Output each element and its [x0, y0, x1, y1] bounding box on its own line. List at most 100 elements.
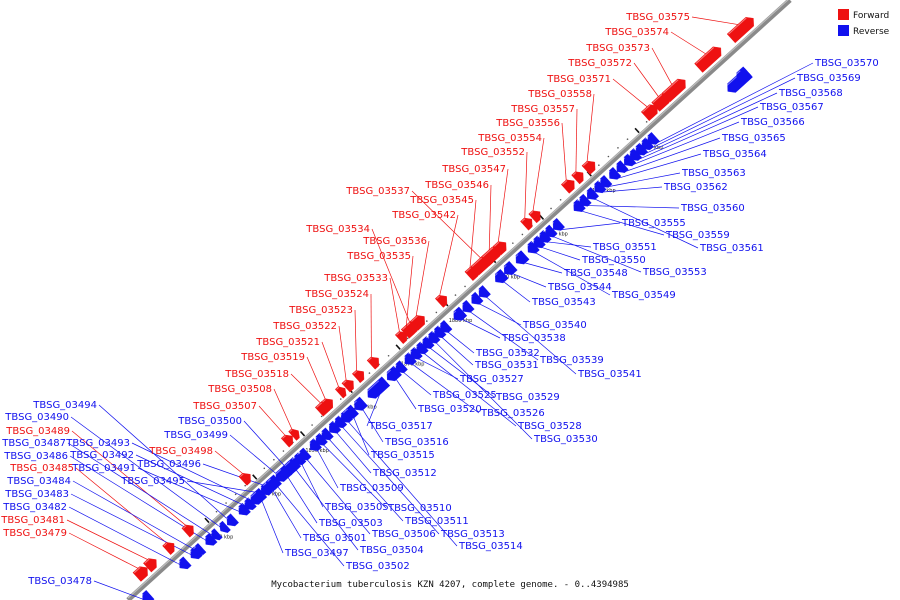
gene-feature[interactable] [478, 285, 491, 298]
gene-label[interactable]: TBSG_03572 [567, 58, 632, 69]
gene-label[interactable]: TBSG_03532 [475, 348, 540, 359]
gene-label[interactable]: TBSG_03548 [563, 268, 628, 279]
gene-label[interactable]: TBSG_03505 [324, 502, 389, 513]
gene-label[interactable]: TBSG_03531 [474, 360, 539, 371]
gene-label[interactable]: TBSG_03498 [148, 446, 213, 457]
gene-feature[interactable] [661, 78, 686, 103]
gene-label[interactable]: TBSG_03563 [681, 168, 746, 179]
gene-feature[interactable] [571, 171, 584, 185]
gene-feature[interactable] [410, 346, 423, 360]
gene-label[interactable]: TBSG_03542 [391, 210, 456, 221]
gene-label[interactable]: TBSG_03517 [368, 421, 433, 432]
gene-label[interactable]: TBSG_03500 [177, 416, 242, 427]
gene-label[interactable]: TBSG_03541 [577, 369, 642, 380]
gene-label[interactable]: TBSG_03547 [441, 164, 506, 175]
gene-label[interactable]: TBSG_03502 [345, 561, 410, 572]
gene-label[interactable]: TBSG_03535 [346, 251, 411, 262]
gene-feature[interactable] [594, 180, 607, 194]
gene-label[interactable]: TBSG_03494 [32, 400, 97, 411]
gene-label[interactable]: TBSG_03559 [665, 230, 730, 241]
gene-feature[interactable] [416, 341, 429, 355]
gene-label[interactable]: TBSG_03540 [522, 320, 587, 331]
gene-feature[interactable] [226, 513, 239, 527]
gene-label[interactable]: TBSG_03571 [546, 74, 611, 85]
gene-feature[interactable] [309, 438, 322, 452]
gene-label[interactable]: TBSG_03512 [372, 468, 437, 479]
gene-label[interactable]: TBSG_03481 [0, 515, 65, 526]
gene-label[interactable]: TBSG_03546 [424, 180, 489, 191]
gene-label[interactable]: TBSG_03479 [2, 528, 67, 539]
gene-feature[interactable] [395, 360, 408, 374]
gene-feature[interactable] [586, 187, 600, 200]
gene-feature[interactable] [366, 356, 380, 370]
gene-label[interactable]: TBSG_03529 [495, 392, 560, 403]
gene-feature[interactable] [351, 370, 365, 383]
gene-feature[interactable] [494, 269, 509, 284]
gene-label[interactable]: TBSG_03504 [359, 545, 424, 556]
gene-feature[interactable] [280, 465, 293, 478]
gene-feature[interactable] [528, 210, 541, 224]
gene-feature[interactable] [600, 175, 613, 188]
gene-feature[interactable] [635, 142, 648, 156]
gene-feature[interactable] [422, 336, 435, 349]
gene-feature[interactable] [492, 241, 507, 256]
gene-label[interactable]: TBSG_03575 [625, 12, 690, 23]
gene-label[interactable]: TBSG_03496 [136, 459, 201, 470]
gene-feature[interactable] [345, 404, 359, 419]
gene-label[interactable]: TBSG_03490 [4, 412, 69, 423]
gene-feature[interactable] [269, 474, 282, 488]
gene-label[interactable]: TBSG_03493 [65, 438, 130, 449]
gene-label[interactable]: TBSG_03503 [318, 518, 383, 529]
gene-label[interactable]: TBSG_03482 [2, 502, 67, 513]
gene-label[interactable]: TBSG_03524 [304, 289, 369, 300]
gene-feature[interactable] [288, 428, 300, 441]
gene-label[interactable]: TBSG_03566 [740, 117, 805, 128]
gene-feature[interactable] [471, 291, 484, 305]
gene-feature[interactable] [527, 240, 540, 254]
gene-feature[interactable] [641, 137, 654, 151]
gene-feature[interactable] [142, 590, 155, 600]
gene-label[interactable]: TBSG_03536 [362, 236, 427, 247]
gene-label[interactable]: TBSG_03487 [1, 438, 66, 449]
gene-feature[interactable] [238, 502, 251, 516]
gene-label[interactable]: TBSG_03570 [814, 58, 879, 69]
gene-feature[interactable] [238, 472, 251, 486]
gene-label[interactable]: TBSG_03519 [240, 352, 305, 363]
gene-feature[interactable] [560, 179, 575, 194]
gene-label[interactable]: TBSG_03543 [531, 297, 596, 308]
gene-label[interactable]: TBSG_03530 [533, 434, 598, 445]
gene-label[interactable]: TBSG_03534 [305, 224, 370, 235]
gene-label[interactable]: TBSG_03511 [404, 516, 469, 527]
gene-feature[interactable] [462, 299, 475, 313]
gene-feature[interactable] [539, 230, 552, 243]
gene-feature[interactable] [616, 160, 629, 173]
gene-feature[interactable] [520, 217, 533, 231]
gene-label[interactable]: TBSG_03562 [663, 182, 728, 193]
gene-feature[interactable] [545, 224, 558, 238]
gene-label[interactable]: TBSG_03495 [120, 476, 185, 487]
gene-feature[interactable] [179, 556, 192, 570]
gene-label[interactable]: TBSG_03486 [3, 451, 68, 462]
gene-feature[interactable] [533, 235, 546, 249]
gene-feature[interactable] [367, 376, 391, 399]
gene-feature[interactable] [515, 250, 530, 265]
gene-label[interactable]: TBSG_03513 [440, 529, 505, 540]
gene-feature[interactable] [321, 427, 334, 441]
gene-feature[interactable] [453, 306, 468, 321]
gene-label[interactable]: TBSG_03533 [323, 273, 388, 284]
gene-feature[interactable] [287, 457, 302, 472]
gene-label[interactable]: TBSG_03554 [477, 133, 542, 144]
gene-feature[interactable] [299, 447, 312, 461]
gene-feature[interactable] [428, 330, 441, 344]
gene-label[interactable]: TBSG_03484 [6, 476, 71, 487]
gene-feature[interactable] [386, 365, 402, 382]
gene-label[interactable]: TBSG_03485 [9, 463, 74, 474]
gene-feature[interactable] [573, 199, 586, 212]
gene-feature[interactable] [581, 160, 596, 175]
gene-label[interactable]: TBSG_03497 [284, 548, 349, 559]
gene-feature[interactable] [132, 566, 148, 582]
gene-label[interactable]: TBSG_03501 [302, 533, 367, 544]
gene-feature[interactable] [315, 432, 328, 446]
gene-label[interactable]: TBSG_03525 [432, 390, 497, 401]
gene-label[interactable]: TBSG_03549 [611, 290, 676, 301]
